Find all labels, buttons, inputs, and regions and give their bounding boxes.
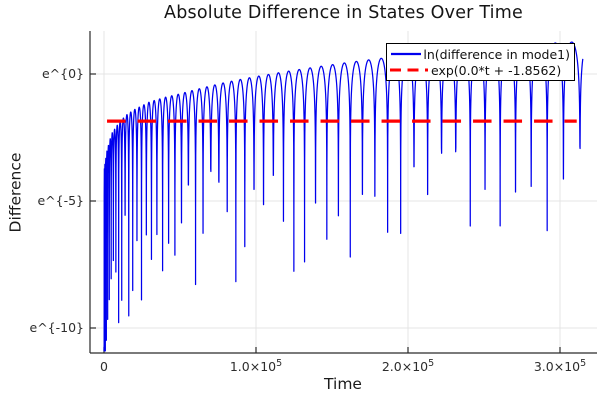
- legend-solid-line-icon: [391, 52, 422, 56]
- legend-dashed-line-icon: [390, 68, 428, 72]
- legend-label-fit: exp(0.0*t + -1.8562): [431, 62, 562, 78]
- y-tick-label-e-10: e^{-10}: [29, 320, 85, 335]
- x-tick-3-mantissa: 3.0×10: [533, 359, 581, 375]
- legend-entry-difference: ln(difference in mode1): [389, 46, 570, 62]
- x-tick-label-0: 0: [59, 358, 149, 374]
- x-tick-1-mantissa: 1.0×10: [229, 359, 277, 375]
- x-tick-2-mantissa: 2.0×10: [381, 359, 429, 375]
- x-tick-label-1e5: 1.0×105: [211, 358, 301, 374]
- x-axis-label: Time: [324, 375, 362, 393]
- y-tick-label-e0: e^{0}: [41, 66, 84, 81]
- legend-entry-fit: exp(0.0*t + -1.8562): [389, 62, 570, 78]
- y-tick-label-e-5: e^{-5}: [37, 193, 84, 208]
- chart-title: Absolute Difference in States Over Time: [164, 3, 523, 23]
- x-tick-0-mantissa: 0: [100, 359, 108, 375]
- x-tick-label-2e5: 2.0×105: [363, 358, 453, 374]
- x-tick-2-exponent: 5: [428, 358, 435, 369]
- x-tick-label-3e5: 3.0×105: [515, 358, 600, 374]
- legend-label-difference: ln(difference in mode1): [423, 46, 570, 62]
- legend: ln(difference in mode1) exp(0.0*t + -1.8…: [386, 43, 575, 81]
- x-tick-3-exponent: 5: [580, 358, 587, 369]
- x-tick-1-exponent: 5: [276, 358, 283, 369]
